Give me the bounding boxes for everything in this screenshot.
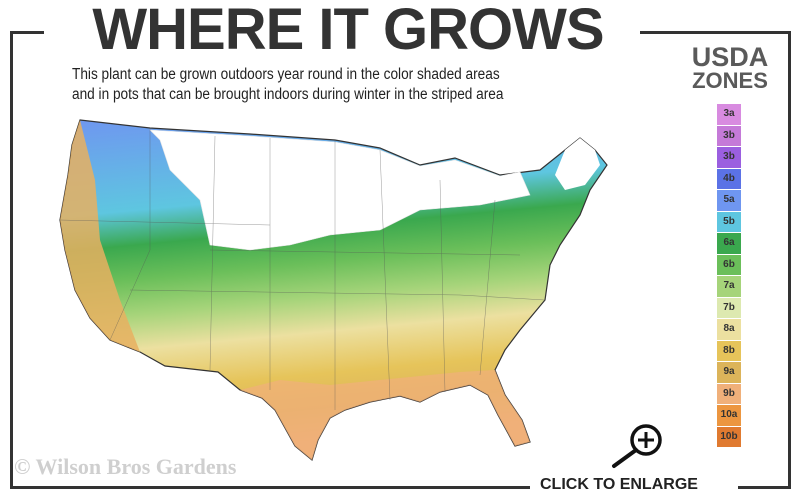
legend-zone-7a: 7a [717, 276, 741, 297]
subtitle: This plant can be grown outdoors year ro… [72, 65, 503, 105]
state-borders [59, 128, 546, 410]
legend-zone-8b: 8b [717, 340, 741, 361]
legend-zone-3b: 3b [717, 147, 741, 168]
frame-right [788, 31, 791, 489]
legend-zone-9b: 9b [717, 383, 741, 404]
legend-zone-5b: 5b [717, 211, 741, 232]
legend-zone-9a: 9a [717, 362, 741, 383]
frame-bottom-left [10, 486, 530, 489]
frame-left [10, 31, 13, 489]
zone-legend: 3a 3b 3b 4b 5a 5b 6a 6b 7a 7b 8a 8b 9a 9b 10a 10b [717, 104, 741, 448]
legend-zone-8a: 8a [717, 319, 741, 340]
legend-title-line-1: USDA [691, 42, 769, 72]
legend-title-line-2: ZONES [692, 68, 768, 93]
cold-zone-unshaded [149, 129, 531, 251]
maine-unshaded [555, 138, 600, 190]
page-title: WHERE IT GROWS [92, 0, 604, 62]
gulf-warm-zone [240, 370, 530, 460]
legend-zone-5a: 5a [717, 190, 741, 211]
copyright-watermark: © Wilson Bros Gardens [14, 454, 237, 479]
legend-title: USDA ZONES [680, 42, 780, 93]
subtitle-line-1: This plant can be grown outdoors year ro… [72, 66, 500, 83]
legend-zone-4b: 4b [717, 168, 741, 189]
subtitle-line-2: and in pots that can be brought indoors … [72, 86, 504, 103]
legend-zone-3a: 3a [717, 104, 741, 125]
magnifier-plus-icon[interactable] [608, 420, 668, 475]
frame-bottom-right [738, 486, 790, 489]
legend-zone-6a: 6a [717, 233, 741, 254]
frame-top-left [10, 31, 44, 34]
legend-zone-10b: 10b [717, 426, 741, 447]
west-coast-warm-zone [60, 120, 140, 352]
frame-top-right [640, 31, 790, 34]
legend-zone-3b: 3b [717, 125, 741, 146]
click-to-enlarge-button[interactable]: CLICK TO ENLARGE [536, 476, 702, 494]
legend-zone-6b: 6b [717, 254, 741, 275]
legend-zone-10a: 10a [717, 405, 741, 426]
legend-zone-7b: 7b [717, 297, 741, 318]
